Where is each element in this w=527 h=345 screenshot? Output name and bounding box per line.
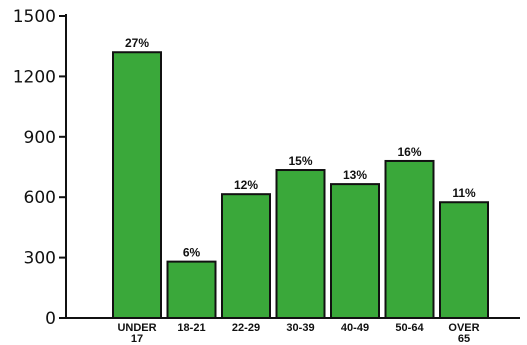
x-tick-label: 50-64 bbox=[395, 322, 424, 334]
bar bbox=[439, 201, 489, 320]
y-tick-label: 300 bbox=[24, 249, 56, 269]
y-tick-label: 900 bbox=[24, 128, 56, 148]
data-label: 15% bbox=[288, 154, 312, 168]
bar bbox=[166, 260, 217, 320]
data-label: 6% bbox=[183, 246, 201, 260]
x-tick-label: 22-29 bbox=[232, 322, 260, 334]
bar bbox=[275, 169, 326, 319]
y-tick-label: 0 bbox=[45, 309, 56, 329]
x-tick-label: 18-21 bbox=[177, 322, 205, 334]
y-tick-label: 600 bbox=[24, 188, 56, 208]
x-tick-label: 65 bbox=[458, 333, 470, 345]
data-label: 16% bbox=[397, 145, 421, 159]
x-tick-label: 40-49 bbox=[341, 322, 369, 334]
data-label: 27% bbox=[125, 36, 149, 50]
data-label: 12% bbox=[234, 178, 258, 192]
bar bbox=[384, 159, 435, 319]
x-tick-label: OVER bbox=[448, 322, 479, 334]
bar bbox=[221, 193, 271, 319]
data-label: 13% bbox=[343, 168, 367, 182]
bar bbox=[330, 183, 380, 319]
y-tick-label: 1200 bbox=[13, 67, 56, 87]
data-label: 11% bbox=[452, 186, 476, 200]
x-tick-label: 17 bbox=[131, 333, 143, 345]
y-tick-label: 1500 bbox=[13, 7, 56, 27]
x-tick-label: UNDER bbox=[117, 322, 156, 334]
x-tick-label: 30-39 bbox=[286, 322, 314, 334]
bar bbox=[112, 51, 162, 320]
